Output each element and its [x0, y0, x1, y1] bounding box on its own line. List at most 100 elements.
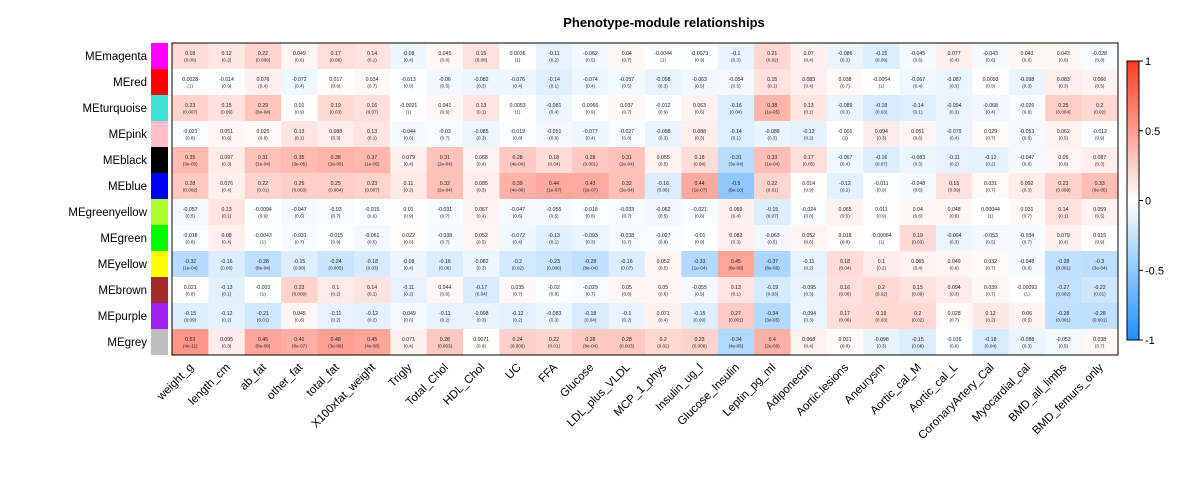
cell-correlation: -0.28: [1057, 259, 1069, 265]
cell-pvalue: (0.04): [839, 266, 851, 271]
cell-correlation: 0.28: [585, 337, 595, 343]
row-label-MEred: MEred: [113, 77, 147, 89]
cell-pvalue: (0.9): [1095, 240, 1105, 245]
cell-correlation: -0.055: [547, 207, 562, 213]
heatmap-cell: -0.00093(1): [1008, 277, 1046, 304]
cell-fill: [1045, 43, 1082, 70]
cell-pvalue: (0.9): [1095, 136, 1105, 141]
cell-pvalue: (8e-04): [583, 344, 598, 349]
heatmap-cell: -0.094(0.3): [935, 225, 973, 252]
cell-fill: [899, 199, 937, 226]
cell-pvalue: (0.7): [986, 292, 996, 297]
cell-correlation: -0.0054: [873, 77, 891, 83]
heatmap-cell: 0.32(2e-04): [608, 173, 646, 200]
heatmap-cell: -0.038(0.7): [608, 225, 646, 252]
cell-fill: [208, 43, 246, 70]
cell-pvalue: (0.5): [185, 214, 195, 219]
cell-pvalue: (0.7): [367, 84, 377, 89]
cell-pvalue: (0.7): [986, 188, 996, 193]
cell-correlation: 0.18: [549, 155, 559, 161]
module-swatch-MEpink: [151, 121, 168, 147]
cell-fill: [499, 303, 537, 330]
cell-fill: [1008, 43, 1046, 70]
row-label-MEblue: MEblue: [108, 181, 147, 193]
heatmap-cell: -0.11(0.2): [390, 277, 428, 304]
cell-correlation: -0.026: [1020, 103, 1035, 109]
cell-pvalue: (3e-04): [728, 162, 743, 167]
cell-fill: [426, 329, 464, 356]
heatmap-cell: 0.028(0.7): [935, 303, 973, 330]
heatmap-cell: -0.081(0.4): [535, 95, 573, 122]
cell-correlation: 0.38: [767, 103, 777, 109]
cell-correlation: -0.15: [184, 311, 196, 317]
cell-pvalue: (0.4): [586, 136, 596, 141]
cell-pvalue: (0.3): [1022, 188, 1032, 193]
cell-correlation: 0.45: [367, 337, 377, 343]
cell-pvalue: (0.6): [295, 214, 305, 219]
heatmap-cell: -0.14(0.1): [717, 121, 755, 148]
heatmap-cell: 0.071(0.4): [644, 303, 682, 330]
cell-correlation: -0.093: [583, 233, 598, 239]
cell-pvalue: (0.6): [295, 318, 305, 323]
cell-fill: [790, 95, 828, 122]
cell-correlation: 0.092: [1020, 181, 1033, 187]
heatmap-cell: 0.068(0.4): [463, 147, 500, 174]
cell-correlation: 0.12: [985, 311, 995, 317]
cell-fill: [353, 95, 391, 122]
cell-correlation: 0.076: [256, 77, 269, 83]
cell-correlation: 0.097: [220, 155, 233, 161]
heatmap-cell: -0.15(0.07): [754, 199, 791, 226]
cell-pvalue: (2e-06): [765, 344, 780, 349]
cell-fill: [426, 277, 464, 304]
cell-correlation: -0.079: [947, 129, 962, 135]
cell-correlation: -0.12: [839, 181, 851, 187]
heatmap-cell: -0.086(0.3): [826, 43, 864, 70]
cell-correlation: 0.067: [475, 207, 488, 213]
cell-correlation: 0.082: [729, 233, 742, 239]
cell-pvalue: (0.6): [549, 136, 559, 141]
heatmap-cell: 0.049(0.6): [281, 43, 318, 70]
heatmap-cell: 0.38(1e-05): [754, 95, 791, 122]
cell-pvalue: (0.5): [1095, 84, 1105, 89]
heatmap-cell: -0.098(0.3): [863, 329, 900, 356]
heatmap-cell: 0.041(0.6): [426, 95, 464, 122]
cell-correlation: 0.28: [185, 181, 195, 187]
cell-fill: [899, 121, 937, 148]
cell-fill: [463, 329, 500, 356]
cell-pvalue: (0.004): [328, 188, 343, 193]
cell-correlation: 0.01: [294, 103, 304, 109]
cell-pvalue: (0.1): [804, 110, 814, 115]
heatmap-cell: -0.15(0.09): [863, 43, 900, 70]
cell-fill: [717, 121, 755, 148]
cell-correlation: -0.11: [803, 259, 815, 265]
cell-pvalue: (0.009): [256, 58, 271, 63]
cell-pvalue: (0.3): [949, 240, 959, 245]
cell-pvalue: (0.3): [549, 318, 559, 323]
cell-pvalue: (2e-04): [256, 162, 271, 167]
cell-correlation: 0.32: [440, 181, 450, 187]
cell-pvalue: (0.4): [949, 58, 959, 63]
heatmap-cell: 0.13(0.1): [281, 121, 318, 148]
cell-fill: [317, 43, 355, 70]
heatmap-cell: -0.11(0.2): [535, 43, 573, 70]
cell-correlation: -0.28: [584, 259, 596, 265]
heatmap-cell: 0.05(0.6): [1045, 147, 1082, 174]
cell-correlation: 0.2: [878, 285, 885, 291]
cell-pvalue: (0.9): [877, 188, 887, 193]
cell-pvalue: (2e-04): [437, 188, 452, 193]
cell-pvalue: (0.7): [840, 84, 850, 89]
row-label-MEpink: MEpink: [109, 129, 148, 141]
cell-pvalue: (0.04): [694, 162, 706, 167]
cell-fill: [790, 121, 828, 148]
heatmap-cell: 0.052(0.5): [644, 251, 682, 278]
cell-pvalue: (0.5): [440, 84, 450, 89]
cell-pvalue: (0.9): [258, 214, 268, 219]
cell-pvalue: (0.007): [365, 188, 380, 193]
cell-fill: [317, 173, 355, 200]
cell-pvalue: (0.6): [949, 214, 959, 219]
cell-fill: [390, 303, 428, 330]
cell-correlation: 0.1: [332, 285, 339, 291]
cell-fill: [535, 121, 573, 148]
cell-correlation: -0.018: [583, 207, 598, 213]
cell-fill: [644, 251, 682, 278]
